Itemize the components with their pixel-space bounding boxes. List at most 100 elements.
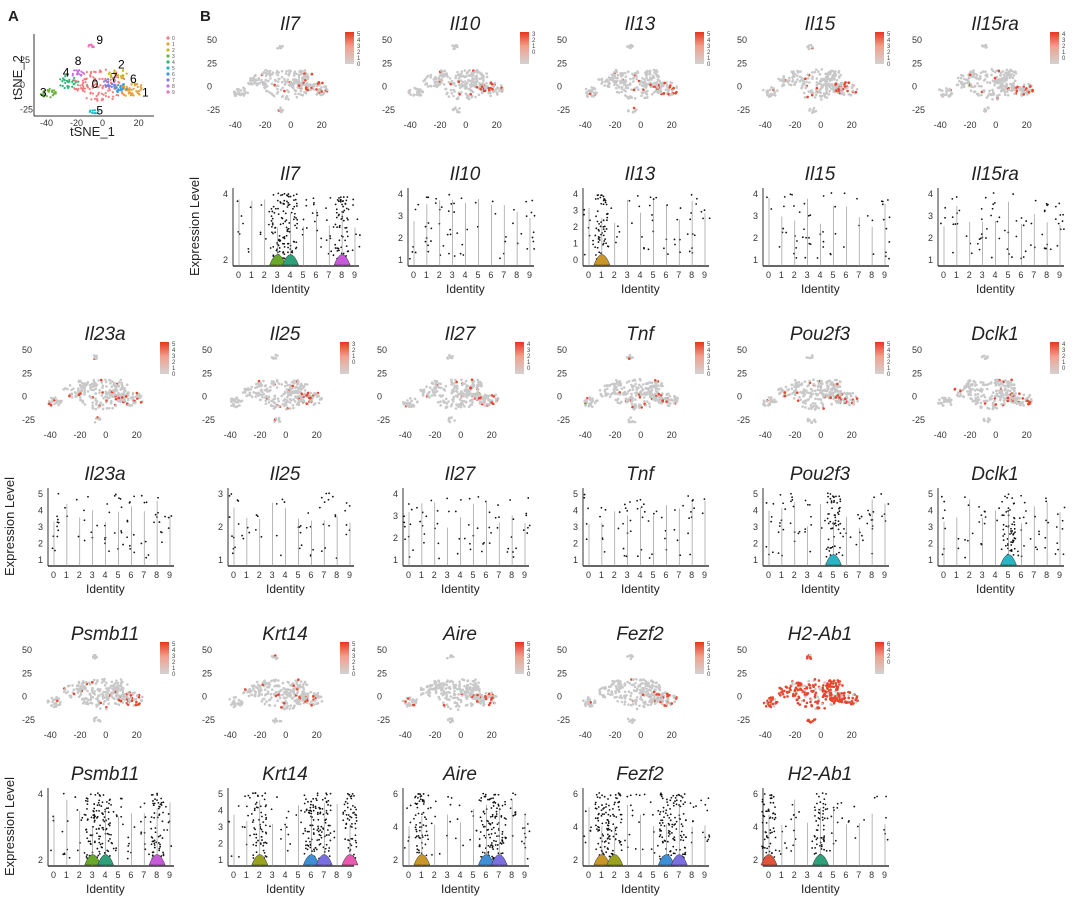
cell-point	[81, 400, 84, 403]
y-tick-label: 3	[573, 206, 578, 216]
x-tick-label: 2	[262, 270, 267, 280]
expression-point	[1034, 199, 1037, 202]
expression-point	[533, 247, 536, 250]
cell-point	[456, 403, 459, 407]
expression-point	[56, 515, 58, 518]
cell-point	[291, 78, 295, 81]
cell-point	[471, 401, 474, 404]
expression-point	[689, 553, 692, 556]
cell-point	[820, 68, 824, 71]
expression-point	[600, 506, 603, 509]
cell-point	[303, 83, 306, 86]
cell-point	[803, 393, 807, 396]
cell-point	[644, 73, 648, 77]
color-scale-label: 5	[887, 32, 891, 38]
cell-point	[279, 46, 283, 49]
cell-point	[303, 389, 307, 392]
cell-point	[632, 106, 636, 110]
expression-point	[594, 198, 597, 200]
expression-point	[984, 196, 987, 199]
expression-point	[277, 207, 279, 210]
x-tick-label: 4	[283, 570, 288, 580]
expression-point	[305, 204, 308, 207]
cell-point	[453, 382, 456, 385]
cell-point	[459, 79, 463, 82]
cell-point	[1018, 392, 1021, 395]
expression-point	[403, 525, 406, 528]
color-scale-label: 1	[1062, 360, 1066, 366]
cluster-0-point	[111, 97, 114, 101]
cell-point	[630, 384, 634, 388]
cell-point	[610, 382, 614, 386]
expression-point	[347, 218, 349, 221]
expression-point	[57, 529, 60, 532]
color-scale-bar	[695, 32, 704, 64]
chart-violin-tnf: 0 1 2 3 4 5 6 7 8 9 5 4 3 2 1 Tnf Identity	[555, 460, 725, 600]
cell-point	[1014, 392, 1017, 395]
cell-point	[471, 90, 475, 94]
cell-point	[95, 400, 99, 403]
expression-point	[283, 237, 286, 240]
cell-point	[811, 91, 815, 94]
expression-point	[341, 200, 344, 202]
color-scale-label: 5	[707, 342, 711, 348]
expression-point	[1054, 218, 1057, 221]
cell-point	[798, 383, 802, 386]
x-tick-label: 20	[667, 430, 677, 440]
cell-point	[305, 82, 309, 85]
cell-point	[304, 78, 307, 82]
expression-point	[320, 550, 323, 553]
expression-point	[944, 206, 947, 209]
color-scale-label: 2	[887, 50, 891, 56]
cell-point	[1008, 76, 1012, 80]
chart-violin-il23a: 0 1 2 3 4 5 6 7 8 9 5 4 3 2 1 Il23a Identity Expression L…	[2, 460, 190, 600]
cluster-3-point	[54, 90, 57, 94]
expression-point	[1059, 214, 1062, 216]
cell-point	[275, 378, 279, 382]
cell-point	[953, 387, 957, 391]
cell-point	[291, 384, 295, 388]
cell-point	[130, 403, 134, 407]
cell-point	[312, 87, 315, 91]
cell-point	[1002, 73, 1006, 77]
cell-point	[620, 87, 624, 90]
cell-point	[466, 390, 470, 394]
cell-point	[234, 400, 238, 404]
cell-point	[1006, 396, 1010, 400]
expression-point	[228, 494, 231, 497]
cluster-4-point	[68, 78, 71, 81]
color-scale-label: 3	[707, 44, 711, 50]
cluster-0-point	[107, 95, 110, 98]
expression-point	[583, 208, 586, 211]
cell-point	[101, 386, 104, 390]
expression-point	[602, 225, 605, 228]
cell-point	[665, 392, 669, 396]
cell-point	[811, 110, 815, 113]
x-tick-label: 3	[275, 270, 280, 280]
legend-label-0: 0	[172, 36, 175, 42]
cell-point	[657, 75, 661, 79]
cell-point	[643, 392, 647, 395]
cell-point	[254, 73, 257, 77]
cell-point	[461, 383, 464, 387]
x-tick-label: 8	[689, 570, 694, 580]
expression-point	[783, 205, 785, 208]
expression-point	[56, 525, 59, 528]
expression-point	[996, 220, 999, 223]
cell-point	[799, 398, 802, 402]
cell-point	[281, 402, 285, 406]
cell-point	[280, 80, 284, 84]
cell-point	[991, 97, 994, 101]
cell-point	[1002, 394, 1005, 397]
cell-point	[249, 81, 253, 85]
cell-point	[831, 383, 835, 387]
cell-point	[818, 382, 821, 385]
cell-point	[281, 86, 285, 90]
cell-point	[98, 391, 101, 395]
cell-point	[453, 46, 456, 49]
cell-point	[776, 89, 779, 92]
chart-scatter-il10: -40 -20 0 20 50 25 0 -25 Il10 3 2 1 0	[380, 10, 550, 150]
expression-point	[305, 526, 308, 529]
cell-point	[272, 383, 276, 387]
cell-point	[635, 77, 638, 81]
